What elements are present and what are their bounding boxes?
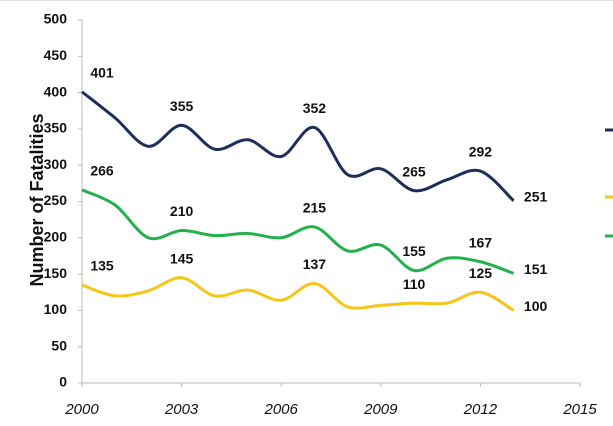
x-tick-label: 2015: [562, 401, 597, 418]
y-tick-label: 100: [44, 301, 68, 317]
data-label: 110: [403, 276, 426, 292]
y-tick-label: 50: [51, 337, 67, 353]
data-label: 401: [90, 65, 114, 81]
x-tick-label: 2003: [164, 401, 199, 418]
x-tick-label: 2000: [64, 401, 99, 418]
x-tick-label: 2006: [264, 401, 299, 418]
series-line: [81, 276, 515, 312]
data-label: 251: [524, 188, 548, 204]
data-label: 292: [469, 144, 493, 160]
data-label: 135: [90, 258, 114, 274]
series-line: [81, 188, 515, 275]
data-label: 125: [469, 265, 493, 281]
y-tick-label: 150: [44, 265, 68, 281]
data-label: 151: [524, 261, 548, 277]
x-tick-label: 2009: [363, 401, 398, 418]
data-label: 167: [469, 234, 493, 250]
y-tick-label: 500: [44, 11, 68, 27]
data-label: 266: [90, 163, 114, 179]
data-label: 210: [170, 203, 194, 219]
x-tick-label: 2012: [463, 401, 498, 418]
y-tick-label: 300: [44, 156, 68, 172]
y-tick-label: 200: [44, 229, 68, 245]
data-label: 352: [303, 100, 327, 116]
series-line: [81, 90, 515, 202]
y-tick-label: 0: [59, 374, 67, 390]
y-axis-label: Number of Fatalities: [27, 113, 47, 286]
data-label: 137: [303, 256, 327, 272]
data-label: 265: [402, 163, 426, 179]
data-label: 355: [170, 98, 194, 114]
y-tick-label: 350: [44, 120, 68, 136]
data-label: 100: [524, 298, 548, 314]
y-tick-label: 400: [44, 83, 68, 99]
data-label: 155: [402, 243, 426, 259]
y-tick-label: 450: [44, 47, 68, 63]
y-tick-label: 250: [44, 192, 68, 208]
data-label: 145: [170, 250, 194, 266]
data-label: 215: [303, 200, 327, 216]
